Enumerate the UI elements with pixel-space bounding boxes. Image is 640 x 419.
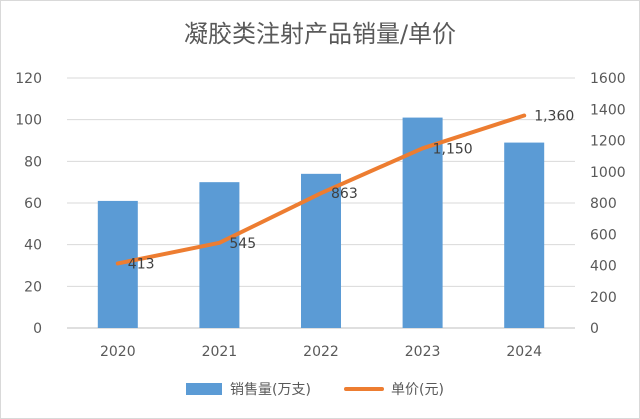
data-label: 863	[331, 186, 358, 202]
y-right-tick-label: 1000	[590, 165, 626, 181]
data-label: 1,360	[534, 109, 574, 125]
legend-label-line: 单价(元)	[391, 382, 444, 398]
data-labels: 413 545 863 1,150 1,360	[128, 109, 574, 273]
x-axis: 2020 2021 2022 2023 2024	[100, 344, 542, 360]
y-right-tick-label: 1400	[590, 102, 626, 118]
y-left-tick-label: 120	[15, 71, 42, 87]
y-left-tick-label: 0	[33, 321, 42, 337]
y-right-tick-label: 400	[590, 259, 617, 275]
y-left-tick-label: 100	[15, 113, 42, 129]
data-label: 413	[128, 256, 155, 272]
legend-label-bar: 销售量(万支)	[230, 382, 311, 398]
chart-title: 凝胶类注射产品销量/单价	[183, 20, 457, 48]
data-label: 1,150	[433, 141, 473, 157]
y-right-tick-label: 1200	[590, 134, 626, 150]
legend: 销售量(万支) 单价(元)	[186, 382, 444, 398]
y-left-tick-label: 60	[24, 196, 42, 212]
bar-series	[97, 117, 545, 328]
line-point	[319, 191, 323, 195]
y-right-tick-label: 1600	[590, 71, 626, 87]
x-tick-label: 2022	[303, 344, 339, 360]
x-tick-label: 2020	[100, 344, 136, 360]
y-right-tick-label: 600	[590, 227, 617, 243]
bar	[504, 142, 545, 328]
line-point	[421, 146, 425, 150]
y-axis-right: 0 200 400 600 800 1000 1200 1400 1600	[590, 71, 626, 337]
line-point	[522, 114, 526, 117]
gridlines	[67, 77, 575, 329]
x-tick-label: 2021	[202, 344, 238, 360]
y-right-tick-label: 800	[590, 196, 617, 212]
bar	[199, 182, 240, 328]
line-point	[217, 241, 221, 245]
legend-swatch-bar	[186, 383, 222, 395]
x-tick-label: 2024	[506, 344, 542, 360]
line-series	[115, 113, 527, 266]
y-left-tick-label: 80	[24, 154, 42, 170]
y-axis-left: 0 20 40 60 80 100 120	[15, 71, 42, 337]
x-tick-label: 2023	[405, 344, 441, 360]
line-point	[116, 261, 120, 265]
y-right-tick-label: 0	[590, 321, 599, 337]
data-label: 545	[229, 236, 256, 252]
y-left-tick-label: 40	[24, 238, 42, 254]
y-right-tick-label: 200	[590, 290, 617, 306]
y-left-tick-label: 20	[24, 279, 42, 295]
